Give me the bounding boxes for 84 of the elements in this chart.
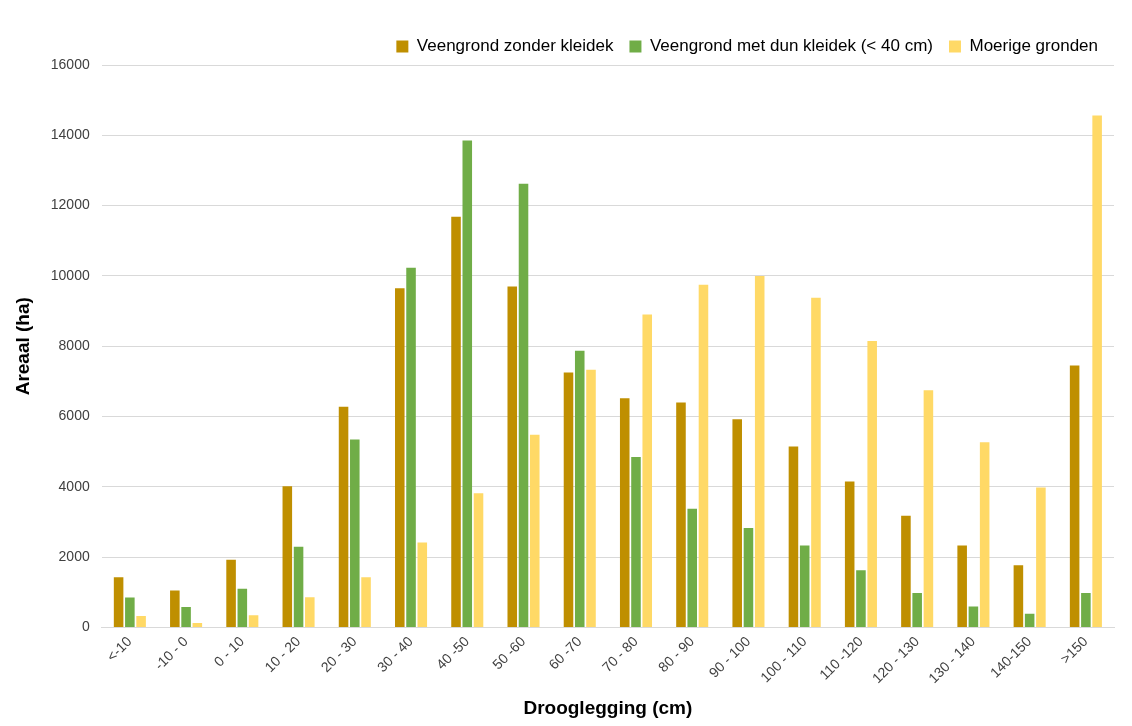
bar xyxy=(743,528,754,627)
bar xyxy=(788,446,799,627)
bar xyxy=(406,267,416,627)
bar xyxy=(799,545,810,627)
bar xyxy=(631,456,641,627)
bar xyxy=(181,607,191,627)
y-tick-label: 16000 xyxy=(50,55,90,72)
bar xyxy=(1013,565,1024,627)
x-tick-label: 50 -60 xyxy=(488,632,529,673)
bar xyxy=(170,590,180,627)
y-tick-label: 2000 xyxy=(58,548,90,565)
bar xyxy=(574,350,585,627)
x-tick-label: <-10 xyxy=(103,632,135,665)
x-tick-label: 60 -70 xyxy=(545,632,585,673)
x-tick-label: 40 -50 xyxy=(432,632,473,673)
bar xyxy=(619,398,630,627)
bar xyxy=(957,545,967,627)
bar xyxy=(1081,593,1091,627)
bar xyxy=(529,434,540,627)
x-tick-label: 110 -120 xyxy=(816,632,866,683)
bar xyxy=(732,419,742,627)
x-tick-label: 10 - 20 xyxy=(261,632,304,676)
x-tick-label: 130 - 140 xyxy=(925,632,979,687)
x-tick-label: 70 - 80 xyxy=(598,632,641,676)
x-tick-label: 90 - 100 xyxy=(705,632,754,681)
bar xyxy=(1092,115,1102,627)
x-tick-label: 120 - 130 xyxy=(868,632,923,687)
bar xyxy=(282,486,293,627)
legend-label: Veengrond met dun kleidek (< 40 cm) xyxy=(649,36,933,56)
bar xyxy=(844,481,855,627)
bar xyxy=(417,542,428,627)
bar xyxy=(192,622,203,627)
bar xyxy=(979,442,990,627)
bar xyxy=(856,570,866,627)
bar xyxy=(338,406,349,627)
bar xyxy=(1036,487,1046,627)
bar xyxy=(968,606,979,627)
x-tick-label: 80 - 90 xyxy=(654,632,698,676)
bar xyxy=(462,140,473,627)
bar xyxy=(867,340,877,627)
y-tick-label: 12000 xyxy=(50,196,90,213)
bar xyxy=(923,390,934,627)
bar xyxy=(237,588,248,627)
y-tick-label: 14000 xyxy=(50,126,90,143)
bar xyxy=(586,369,596,627)
y-tick-label: 0 xyxy=(81,618,90,635)
y-tick-label: 10000 xyxy=(50,266,90,283)
bar xyxy=(226,559,236,627)
bar xyxy=(293,546,304,627)
legend-label: Veengrond zonder kleidek xyxy=(416,36,614,56)
bar xyxy=(754,275,765,627)
bar xyxy=(912,593,922,627)
bar xyxy=(395,288,405,627)
bar xyxy=(125,597,135,627)
bar xyxy=(1069,365,1080,627)
bar xyxy=(676,402,686,627)
bar xyxy=(136,615,146,627)
bar xyxy=(518,183,529,627)
bar xyxy=(451,216,461,627)
y-tick-label: 8000 xyxy=(58,337,90,354)
bar xyxy=(248,615,259,627)
bar xyxy=(473,493,484,627)
x-tick-label: 0 - 10 xyxy=(210,632,248,670)
y-axis-title: Areaal (ha) xyxy=(11,297,33,396)
x-tick-label: -10 - 0 xyxy=(151,632,192,673)
bar xyxy=(1024,613,1035,627)
bar xyxy=(507,286,518,627)
bar xyxy=(305,597,315,627)
legend-label: Moerige gronden xyxy=(969,36,1098,56)
bar xyxy=(642,314,653,627)
bar xyxy=(698,284,709,627)
bar xyxy=(113,577,124,627)
bar xyxy=(361,577,371,627)
x-tick-label: 20 - 30 xyxy=(317,632,360,676)
bar xyxy=(563,372,574,627)
bar xyxy=(811,297,821,627)
bar xyxy=(901,515,911,627)
x-tick-label: 30 - 40 xyxy=(373,632,417,676)
y-tick-label: 6000 xyxy=(58,407,90,424)
bar xyxy=(687,508,697,627)
x-tick-label: 100 - 110 xyxy=(757,632,810,686)
y-tick-label: 4000 xyxy=(58,477,90,494)
bar xyxy=(350,439,360,627)
x-axis-title: Drooglegging (cm) xyxy=(523,696,693,718)
